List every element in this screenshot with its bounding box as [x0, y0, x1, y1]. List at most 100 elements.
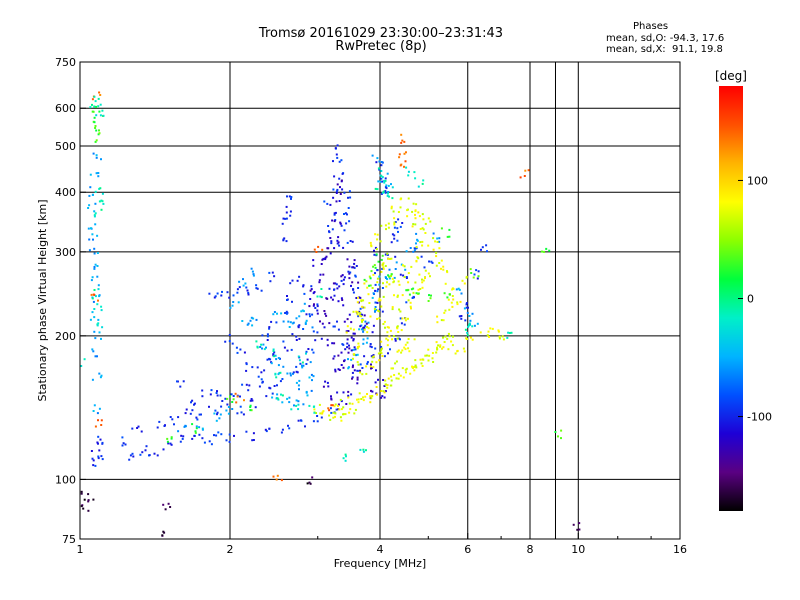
data-point: [432, 361, 435, 363]
data-point: [361, 305, 364, 308]
y-tick-label: 300: [55, 246, 76, 259]
data-point: [338, 160, 341, 163]
data-point: [90, 293, 93, 296]
data-point: [92, 459, 95, 462]
data-point: [455, 288, 458, 291]
data-point: [335, 153, 338, 156]
data-point: [387, 274, 390, 277]
data-point: [336, 183, 339, 186]
data-point: [416, 239, 419, 242]
data-point: [384, 191, 387, 194]
data-point: [387, 377, 390, 380]
data-point: [448, 235, 451, 238]
data-point: [393, 280, 395, 283]
data-point: [380, 174, 383, 177]
data-point: [352, 310, 355, 313]
data-point: [342, 283, 345, 286]
data-point: [410, 265, 413, 268]
data-point: [391, 306, 394, 309]
data-point: [402, 274, 405, 277]
data-point: [100, 199, 103, 202]
data-point: [275, 321, 278, 324]
data-points: [80, 91, 581, 537]
data-point: [333, 212, 336, 215]
data-point: [170, 437, 173, 440]
data-point: [429, 297, 432, 300]
data-point: [432, 237, 435, 240]
data-point: [414, 177, 417, 180]
data-point: [203, 441, 206, 444]
data-point: [395, 360, 398, 363]
data-point: [373, 264, 376, 267]
data-point: [316, 312, 319, 315]
data-point: [99, 114, 102, 117]
data-point: [403, 276, 406, 278]
data-point: [97, 419, 99, 422]
data-point: [362, 338, 365, 341]
data-point: [471, 312, 474, 315]
data-point: [440, 319, 443, 322]
data-point: [290, 196, 293, 198]
data-point: [405, 289, 408, 292]
data-point: [351, 266, 354, 269]
data-point: [87, 500, 90, 503]
data-point: [401, 294, 404, 297]
data-point: [288, 195, 291, 198]
data-point: [391, 367, 394, 370]
data-point: [379, 351, 382, 354]
data-point: [302, 310, 305, 313]
data-point: [101, 326, 104, 329]
data-point: [448, 293, 451, 296]
data-point: [506, 336, 509, 339]
data-point: [374, 272, 376, 275]
data-point: [334, 368, 337, 371]
data-point: [337, 368, 340, 371]
chart-title-line2: RwPretec (8p): [335, 39, 427, 54]
data-point: [381, 355, 384, 357]
data-point: [248, 384, 251, 387]
data-point: [247, 322, 250, 325]
data-point: [332, 160, 334, 163]
data-point: [363, 282, 366, 285]
data-point: [378, 297, 381, 300]
data-point: [304, 321, 307, 324]
data-point: [578, 522, 581, 525]
data-point: [372, 355, 375, 358]
data-point: [216, 411, 219, 414]
data-point: [365, 322, 368, 325]
data-point: [281, 222, 284, 225]
data-point: [249, 406, 252, 408]
data-point: [461, 279, 464, 282]
data-point: [195, 427, 198, 430]
data-point: [254, 406, 257, 409]
data-point: [311, 348, 314, 351]
data-point: [424, 232, 427, 234]
data-point: [304, 425, 306, 428]
data-point: [349, 327, 352, 330]
data-point: [298, 379, 301, 382]
data-point: [273, 311, 276, 313]
data-point: [347, 394, 350, 397]
data-point: [365, 365, 368, 368]
data-point: [347, 366, 350, 369]
data-point: [332, 282, 335, 285]
data-point: [274, 373, 277, 376]
data-point: [545, 247, 548, 250]
data-point: [282, 217, 285, 220]
data-point: [324, 258, 327, 261]
data-point: [298, 324, 301, 327]
data-point: [330, 398, 333, 401]
data-point: [375, 308, 378, 311]
data-point: [382, 323, 385, 325]
data-point: [328, 231, 331, 234]
data-point: [330, 411, 333, 414]
data-point: [180, 434, 183, 437]
data-point: [420, 362, 423, 365]
data-point: [398, 283, 401, 286]
data-point: [131, 427, 134, 430]
data-point: [456, 301, 459, 304]
data-point: [448, 335, 451, 338]
data-point: [324, 312, 327, 315]
data-point: [441, 347, 443, 350]
data-point: [95, 172, 98, 175]
